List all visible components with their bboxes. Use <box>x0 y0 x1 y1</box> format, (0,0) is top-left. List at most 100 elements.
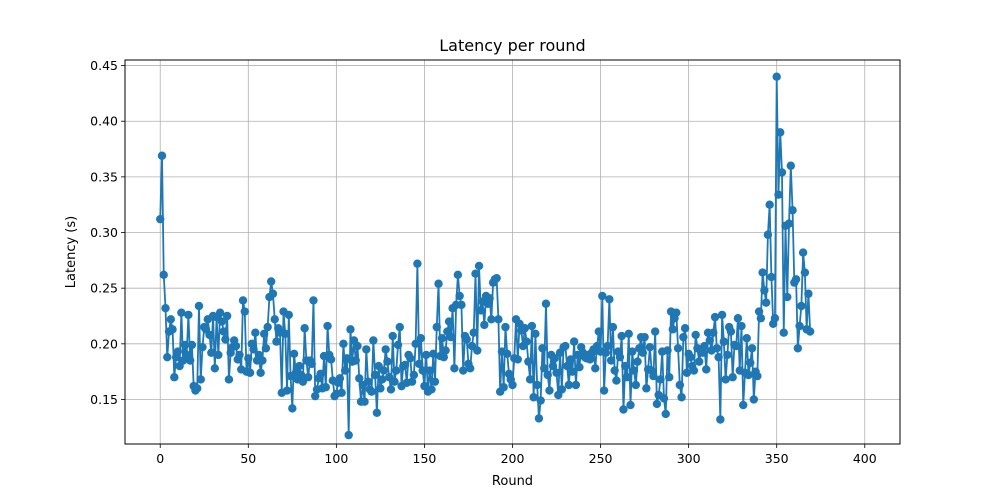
data-point <box>564 380 574 390</box>
data-point <box>184 310 193 320</box>
data-point <box>196 375 205 384</box>
data-point <box>795 321 804 331</box>
data-point <box>217 317 227 326</box>
data-point <box>316 369 325 379</box>
data-point <box>714 352 723 362</box>
data-point <box>321 383 330 392</box>
data-point <box>432 322 441 332</box>
data-point <box>395 322 404 332</box>
data-point <box>407 377 417 386</box>
data-point <box>624 329 633 339</box>
data-point <box>633 357 642 366</box>
data-point <box>731 341 741 351</box>
data-point <box>689 366 699 375</box>
data-point <box>575 363 584 372</box>
data-point <box>797 301 806 311</box>
data-point <box>532 380 542 390</box>
data-point <box>492 273 501 283</box>
data-point <box>430 377 440 386</box>
data-point <box>622 373 632 382</box>
data-point <box>550 354 559 363</box>
data-point <box>163 352 172 362</box>
data-point <box>753 371 762 381</box>
data-point <box>307 359 316 369</box>
data-point <box>774 190 783 199</box>
data-point <box>170 373 179 382</box>
data-point <box>335 374 345 383</box>
data-point <box>376 384 385 393</box>
data-point <box>480 320 489 330</box>
data-point <box>548 361 558 371</box>
data-point <box>650 327 660 336</box>
data-point <box>804 289 813 298</box>
data-point <box>598 291 607 301</box>
data-point <box>770 314 780 323</box>
data-point <box>416 334 426 343</box>
y-tick-label: 0.45 <box>90 58 118 73</box>
data-point <box>739 400 748 410</box>
x-tick-label: 400 <box>853 451 877 466</box>
data-point <box>471 269 480 278</box>
data-point <box>585 355 595 364</box>
data-point <box>536 396 545 405</box>
data-point <box>261 344 271 353</box>
data-point <box>800 268 810 277</box>
data-point <box>642 384 651 393</box>
data-point <box>668 325 677 334</box>
data-point <box>629 366 639 375</box>
data-point <box>608 322 618 332</box>
data-point <box>362 345 371 354</box>
data-point <box>351 356 360 365</box>
data-point <box>700 341 709 351</box>
data-point <box>272 337 281 346</box>
data-point <box>568 367 577 376</box>
data-point <box>439 352 449 362</box>
data-point <box>709 328 718 337</box>
data-point <box>561 341 570 351</box>
data-point <box>710 312 720 322</box>
data-point <box>779 328 788 337</box>
data-point <box>788 206 797 215</box>
data-point <box>353 341 362 351</box>
data-point <box>263 322 272 332</box>
data-point <box>691 330 700 340</box>
data-point <box>571 380 581 390</box>
data-point <box>383 357 392 366</box>
data-point <box>474 261 484 271</box>
data-point <box>427 385 436 394</box>
data-point <box>682 368 692 377</box>
x-tick-label: 250 <box>589 451 613 466</box>
data-point <box>446 332 456 342</box>
data-point <box>569 337 579 346</box>
data-point <box>180 340 190 350</box>
data-point <box>473 346 482 355</box>
data-point <box>619 405 628 414</box>
data-point <box>369 336 378 345</box>
x-tick-label: 350 <box>765 451 789 466</box>
data-point <box>453 270 463 280</box>
data-point <box>594 327 604 336</box>
data-point <box>300 324 309 333</box>
data-point <box>166 315 175 324</box>
data-point <box>679 332 688 342</box>
data-point <box>214 350 223 360</box>
data-point <box>621 361 630 371</box>
data-point <box>268 289 278 298</box>
data-point <box>392 366 401 375</box>
data-point <box>686 352 695 362</box>
data-point <box>747 344 757 353</box>
data-point <box>194 301 204 311</box>
data-point <box>450 364 459 373</box>
axis-ticks: 0 50 100 150 200 250 300 350 400 0.15 0.20 0.25 0.30… <box>90 58 877 466</box>
data-point <box>786 161 795 170</box>
data-point <box>393 340 403 350</box>
data-point <box>520 324 530 333</box>
data-point <box>566 355 575 364</box>
data-point <box>245 368 255 377</box>
data-point <box>522 337 531 346</box>
data-point <box>665 373 674 382</box>
data-point <box>340 366 350 375</box>
data-point <box>323 321 332 331</box>
data-point <box>337 388 346 397</box>
data-point <box>303 373 313 382</box>
